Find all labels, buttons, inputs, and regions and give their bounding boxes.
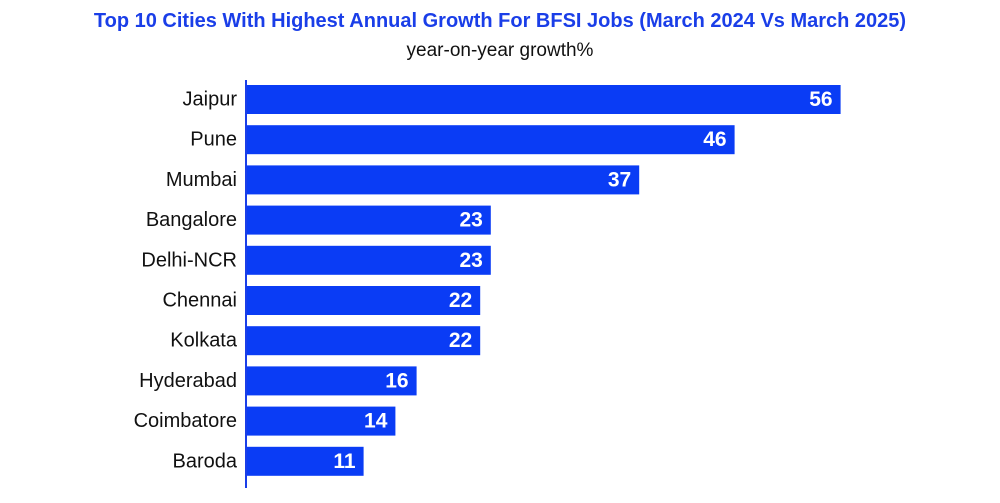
value-label-bangalore: 23 bbox=[459, 209, 482, 232]
bar-mumbai bbox=[247, 165, 640, 195]
category-label-coimbatore: Coimbatore bbox=[134, 410, 237, 432]
category-label-jaipur: Jaipur bbox=[183, 89, 238, 111]
chart-subtitle: year-on-year growth% bbox=[406, 40, 594, 61]
category-label-kolkata: Kolkata bbox=[170, 330, 238, 352]
value-label-kolkata: 22 bbox=[449, 329, 472, 352]
bar-baroda bbox=[247, 446, 364, 476]
chart-title: Top 10 Cities With Highest Annual Growth… bbox=[93, 10, 907, 32]
category-label-baroda: Baroda bbox=[173, 450, 238, 472]
bar-chennai bbox=[247, 286, 481, 315]
bar-hyderabad bbox=[247, 366, 417, 396]
value-label-delhi-ncr: 23 bbox=[459, 249, 482, 272]
value-label-baroda: 11 bbox=[333, 450, 356, 473]
bar-kolkata bbox=[247, 326, 481, 356]
category-label-hyderabad: Hyderabad bbox=[139, 370, 237, 392]
bar-coimbatore bbox=[247, 406, 396, 436]
bar-jaipur bbox=[247, 85, 841, 114]
value-label-jaipur: 56 bbox=[809, 88, 832, 111]
value-label-coimbatore: 14 bbox=[364, 410, 388, 433]
bar-bangalore bbox=[247, 205, 491, 235]
value-label-mumbai: 37 bbox=[608, 168, 631, 191]
category-label-mumbai: Mumbai bbox=[166, 169, 237, 191]
value-label-chennai: 22 bbox=[449, 289, 472, 312]
value-label-hyderabad: 16 bbox=[385, 369, 408, 392]
labels-layer: Jaipur 56 Pune 46 Mumbai 37 Bangalore 23 Delhi-N… bbox=[134, 88, 833, 473]
category-label-bangalore: Bangalore bbox=[146, 209, 237, 231]
value-label-pune: 46 bbox=[703, 128, 726, 151]
category-label-delhi-ncr: Delhi-NCR bbox=[141, 249, 237, 271]
category-label-chennai: Chennai bbox=[162, 290, 237, 312]
bars-layer bbox=[247, 85, 841, 476]
bar-pune bbox=[247, 125, 735, 155]
bar-delhi-ncr bbox=[247, 245, 491, 275]
category-label-pune: Pune bbox=[190, 129, 237, 151]
